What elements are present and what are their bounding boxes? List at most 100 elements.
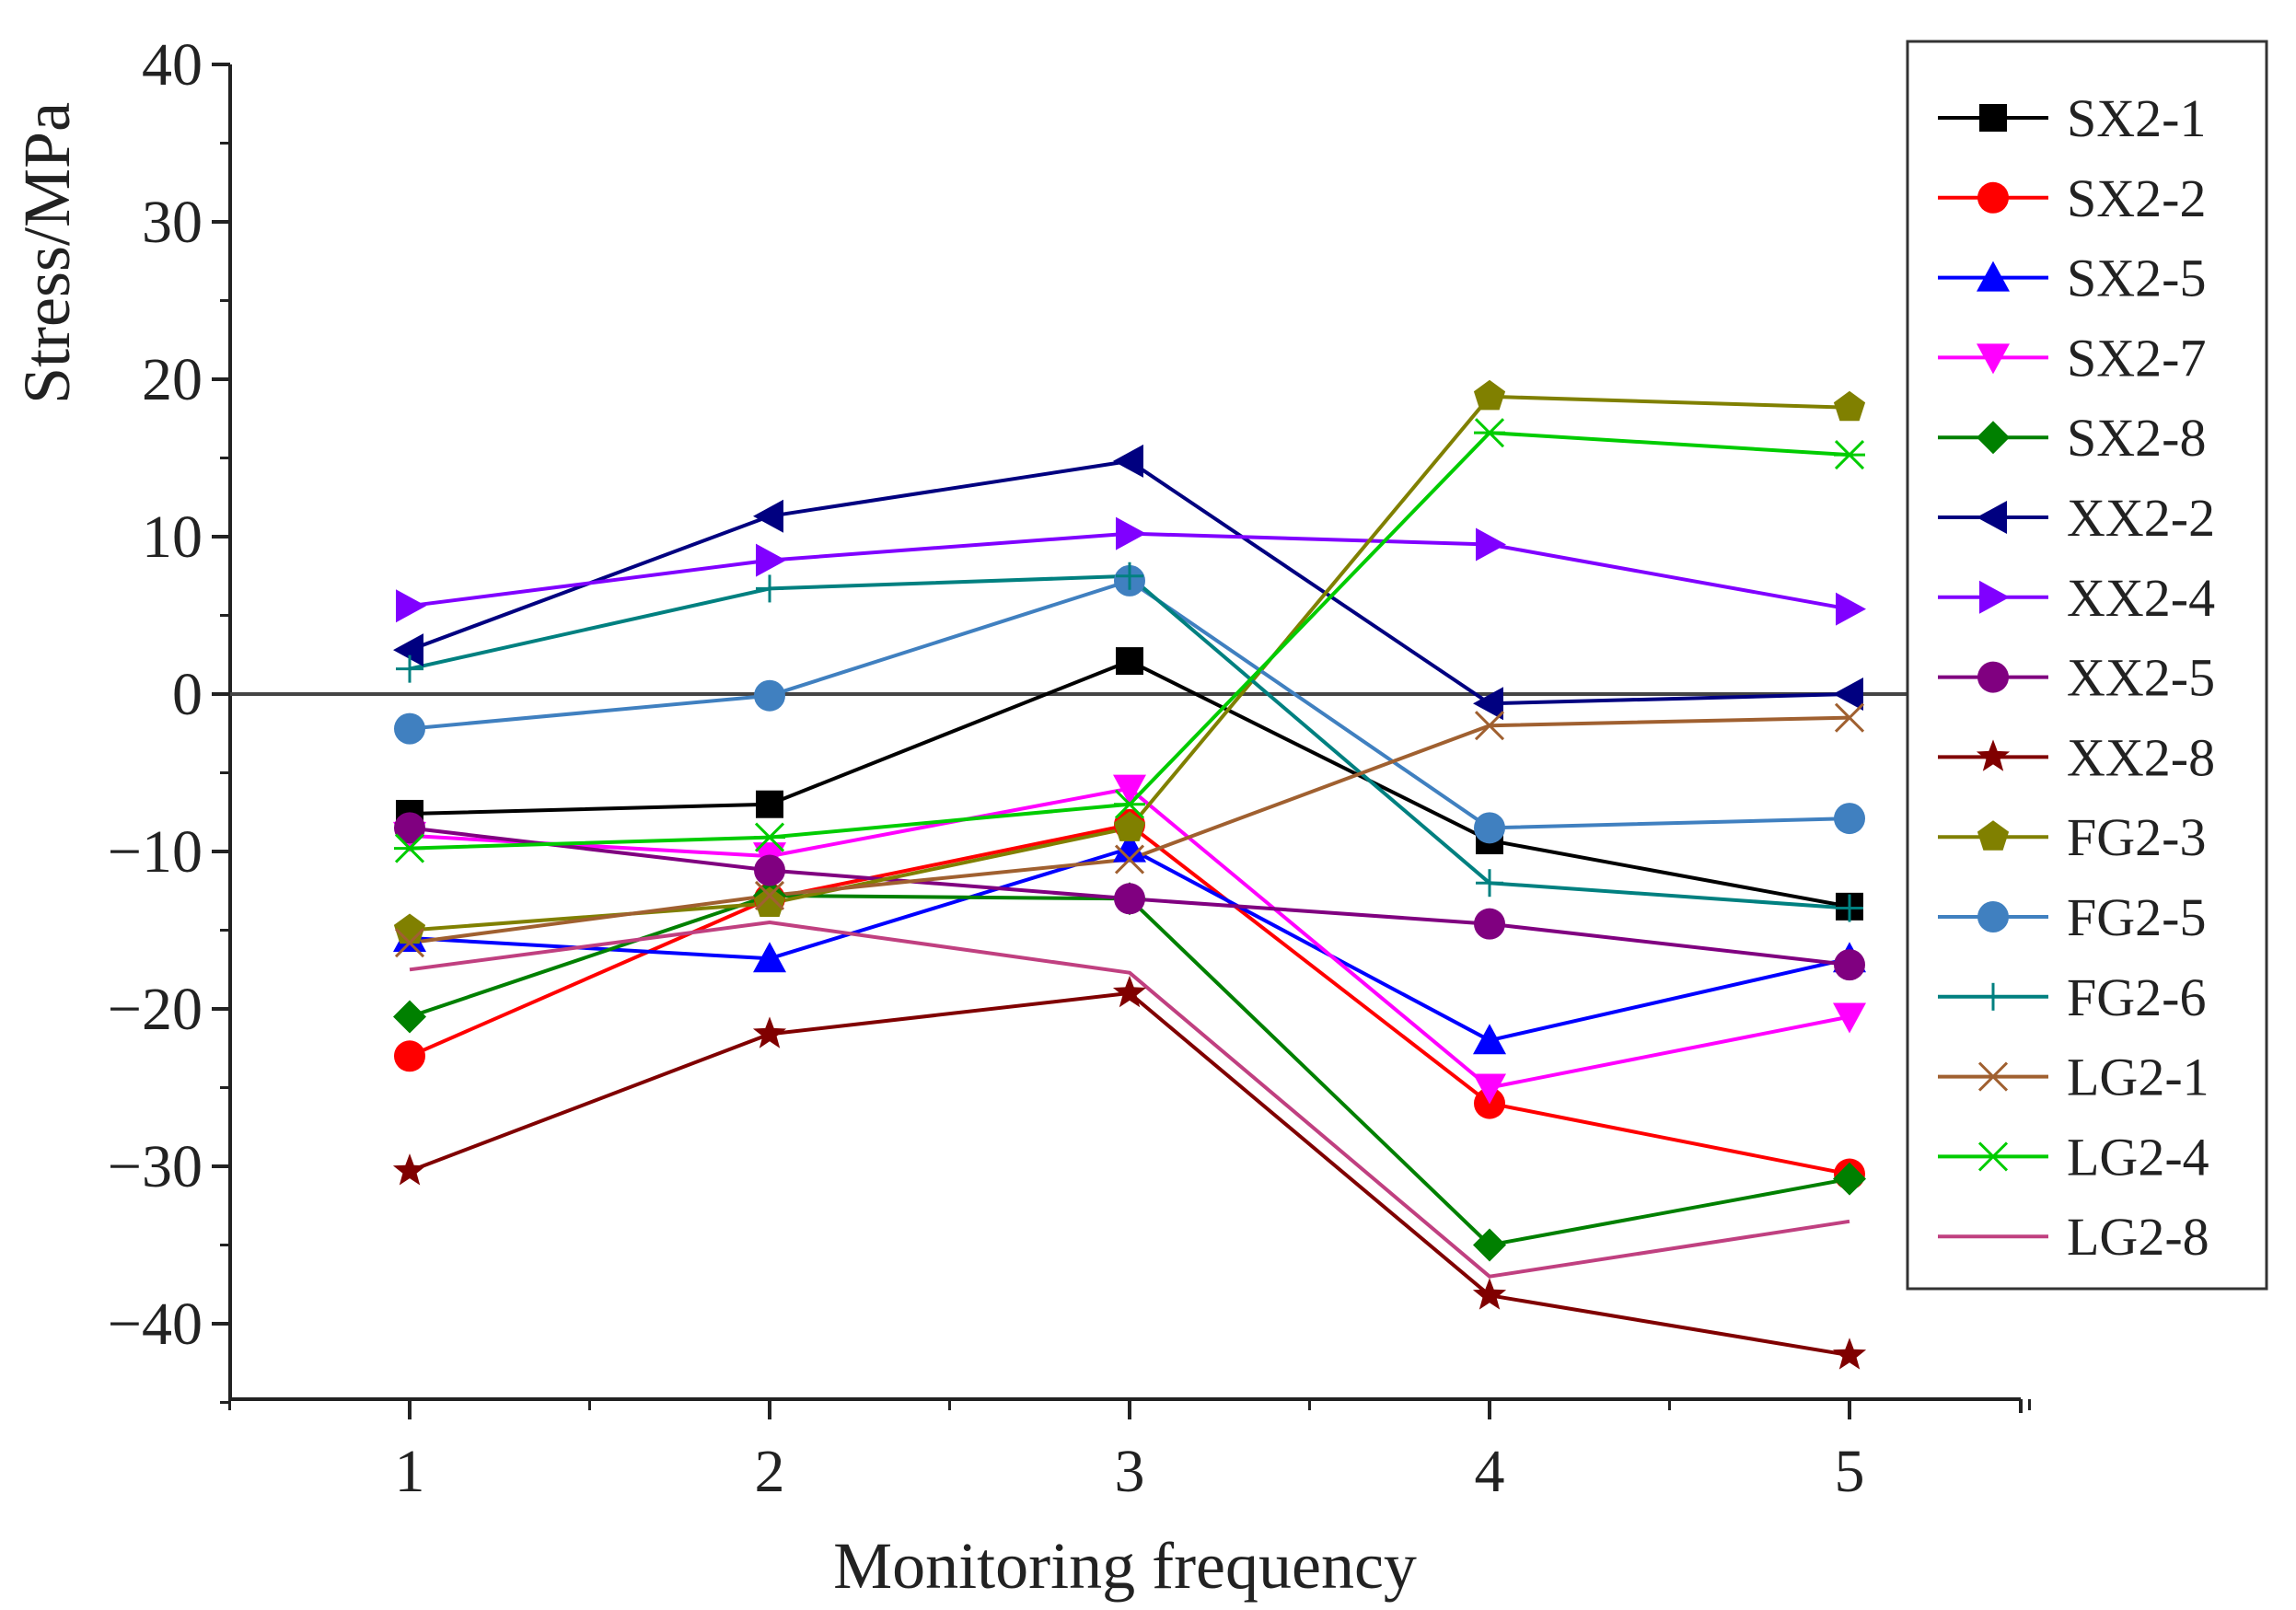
data-point-fg2-3 [753, 886, 786, 917]
data-point-fg2-5 [394, 712, 425, 745]
y-tick-label: −40 [108, 1291, 203, 1358]
legend-label: LG2-8 [2067, 1207, 2209, 1267]
y-tick-label: 10 [142, 504, 203, 571]
legend-marker [1979, 104, 2007, 132]
legend-label: FG2-3 [2067, 807, 2206, 867]
data-point-xx2-2 [393, 633, 423, 667]
data-point-sx2-5 [1113, 831, 1146, 863]
legend-item-lg2-8: LG2-8 [1938, 1207, 2209, 1267]
x-ticks: 1 2 3 4 5 [228, 1399, 2031, 1505]
data-point-sx2-7 [1113, 774, 1146, 805]
legend-label: XX2-4 [2067, 568, 2215, 628]
data-point-fg2-3 [1473, 379, 1506, 411]
data-point-fg2-5 [754, 679, 785, 712]
data-point-xx2-4 [756, 543, 786, 577]
legend-item-sx2-2: SX2-2 [1938, 168, 2206, 228]
data-point-sx2-8 [1473, 1228, 1506, 1262]
legend-item-sx2-5: SX2-5 [1938, 249, 2206, 308]
data-point-xx2-2 [1833, 678, 1863, 711]
y-tick-label: 0 [172, 661, 203, 728]
y-tick-label: −10 [108, 818, 203, 886]
legend-box [1906, 40, 2268, 1291]
data-point-lg2-1 [394, 928, 425, 958]
legend-label: LG2-1 [2067, 1048, 2209, 1107]
legend-label: XX2-5 [2067, 648, 2215, 708]
x-tick-label: 1 [395, 1438, 425, 1505]
data-point-lg2-1 [1114, 844, 1145, 874]
series-line-sx2-8 [409, 893, 1850, 1247]
legend-marker [1979, 580, 2010, 614]
series-line-lg2-8 [409, 921, 1850, 1279]
x-axis-label: Monitoring frequency [833, 1529, 1417, 1603]
data-point-xx2-2 [1473, 687, 1503, 721]
data-point-lg2-4 [754, 822, 785, 852]
legend-marker [1979, 982, 2007, 1011]
data-point-lg2-4 [394, 833, 425, 863]
legend-item-sx2-8: SX2-8 [1938, 408, 2206, 468]
data-point-xx2-2 [753, 499, 783, 533]
y-tick-label: 30 [142, 189, 203, 256]
data-point-xx2-8 [1472, 1278, 1507, 1310]
data-point-fg2-3 [1113, 811, 1146, 841]
data-point-sx2-7 [1833, 1002, 1866, 1034]
legend-marker [1977, 1141, 2009, 1172]
x-tick-label: 5 [1835, 1438, 1865, 1505]
legend-marker [1977, 820, 2010, 851]
legend-label: LG2-4 [2067, 1127, 2209, 1187]
data-point-fg2-6 [1476, 869, 1503, 898]
axes [228, 64, 2023, 1413]
y-tick-label: 40 [142, 31, 203, 98]
data-point-lg2-1 [1474, 711, 1505, 741]
legend-label: FG2-5 [2067, 887, 2206, 947]
data-point-lg2-4 [1834, 440, 1865, 470]
series-markers [392, 379, 1867, 1370]
y-ticks: 40 30 20 10 0 −10 −20 −30 −40 [108, 31, 230, 1404]
legend-item-fg2-5: FG2-5 [1938, 887, 2206, 947]
data-point-xx2-8 [1112, 975, 1147, 1008]
legend-label: SX2-5 [2067, 249, 2206, 308]
data-point-xx2-8 [752, 1016, 787, 1048]
data-point-xx2-8 [392, 1153, 427, 1186]
data-point-lg2-1 [1834, 702, 1865, 733]
x-tick-label: 4 [1475, 1438, 1505, 1505]
data-point-xx2-5 [1114, 883, 1145, 915]
legend: SX2-1 SX2-2 SX2-5 SX2-7 SX2-8 XX2-2 XX2-4 XX2-5… [1906, 40, 2268, 1291]
legend-marker [1976, 739, 2011, 771]
legend-marker [1977, 181, 2009, 214]
data-point-lg2-1 [754, 880, 785, 910]
legend-item-xx2-4: XX2-4 [1938, 568, 2215, 628]
legend-item-lg2-4: LG2-4 [1938, 1127, 2209, 1187]
data-point-xx2-5 [1474, 908, 1505, 940]
y-tick-label: −20 [108, 976, 203, 1043]
y-tick-label: 20 [142, 346, 203, 413]
data-point-fg2-6 [396, 654, 423, 683]
legend-label: SX2-1 [2067, 88, 2206, 148]
legend-marker [1977, 1061, 2009, 1092]
y-tick-label: −30 [108, 1133, 203, 1200]
legend-label: SX2-2 [2067, 168, 2206, 228]
legend-item-sx2-7: SX2-7 [1938, 328, 2206, 388]
data-point-xx2-8 [1832, 1338, 1867, 1370]
legend-label: SX2-7 [2067, 328, 2206, 388]
data-point-sx2-7 [1473, 1073, 1506, 1105]
data-point-fg2-3 [393, 913, 426, 944]
data-point-xx2-4 [1476, 527, 1506, 562]
data-point-xx2-4 [1836, 592, 1866, 626]
data-point-sx2-1 [1116, 647, 1143, 676]
data-point-xx2-5 [394, 812, 425, 844]
data-point-xx2-4 [396, 589, 426, 623]
data-point-xx2-5 [1834, 949, 1865, 981]
legend-item-lg2-1: LG2-1 [1938, 1048, 2209, 1107]
data-point-xx2-4 [1116, 516, 1146, 550]
series-line-xx2-8 [409, 990, 1850, 1358]
data-point-sx2-8 [393, 1000, 426, 1034]
data-point-xx2-5 [754, 854, 785, 886]
legend-item-fg2-6: FG2-6 [1938, 967, 2206, 1027]
data-point-sx2-5 [1473, 1024, 1506, 1055]
legend-marker [1977, 901, 2009, 932]
legend-item-xx2-2: XX2-2 [1938, 488, 2215, 548]
legend-marker [1977, 421, 2010, 455]
data-point-fg2-6 [1836, 894, 1863, 922]
data-point-fg2-5 [1834, 803, 1865, 835]
legend-item-xx2-5: XX2-5 [1938, 648, 2215, 708]
